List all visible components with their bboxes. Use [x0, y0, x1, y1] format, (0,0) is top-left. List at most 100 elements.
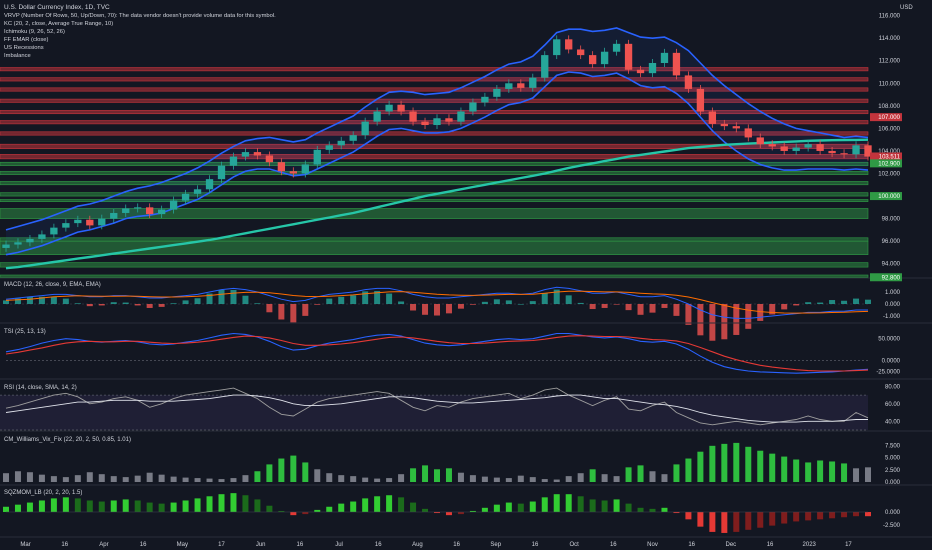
- macd-histogram-bar: [50, 296, 57, 304]
- vix-fix-bar: [457, 472, 464, 482]
- macd-histogram-bar: [505, 300, 512, 304]
- indicator-panels[interactable]: MACD (12, 26, close, 9, EMA, EMA) TSI (25…: [0, 277, 932, 538]
- vix-fix-bar: [86, 472, 93, 482]
- candle-body: [696, 88, 705, 112]
- candle-body: [86, 219, 94, 226]
- squeeze-bar: [302, 512, 309, 515]
- squeeze-bar: [290, 512, 297, 516]
- macd-histogram-bar: [338, 296, 345, 304]
- vix-fix-bar: [781, 456, 788, 482]
- macd-histogram-bar: [434, 304, 440, 316]
- candle-body: [708, 111, 717, 124]
- macd-histogram-bar: [589, 304, 596, 310]
- price-badge: [870, 192, 902, 201]
- macd-histogram-bar: [685, 304, 692, 325]
- vix-fix-bar: [721, 443, 728, 482]
- support-zone: [0, 199, 869, 203]
- vix-fix-bar: [194, 478, 201, 482]
- candle-body: [26, 238, 34, 243]
- squeeze-bar: [14, 504, 21, 512]
- support-zone: [0, 240, 869, 256]
- squeeze-bar: [805, 512, 812, 521]
- squeeze-bar: [793, 512, 800, 522]
- candle-body: [541, 55, 549, 78]
- macd-histogram-bar: [242, 295, 249, 304]
- macd-histogram-bar: [194, 298, 201, 304]
- squeeze-bar: [230, 493, 237, 512]
- price-badge-label: 102.900: [878, 161, 900, 167]
- squeeze-bar: [505, 502, 512, 512]
- squeeze-bar: [350, 501, 357, 512]
- macd-histogram-bar: [757, 304, 764, 321]
- support-zone: [0, 237, 869, 242]
- x-tick-label: Jul: [335, 542, 343, 548]
- x-tick-label: 16: [532, 542, 539, 548]
- macd-histogram-bar: [805, 302, 812, 304]
- indicator-tick-label: 0.000: [885, 480, 901, 486]
- candle-body: [385, 104, 393, 112]
- macd-histogram-bar: [709, 304, 716, 341]
- price-badge: [870, 113, 902, 122]
- squeeze-bar: [565, 494, 572, 512]
- vix-fix-bar: [793, 459, 800, 482]
- vix-fix-bar: [170, 476, 177, 482]
- vix-fix-bar: [74, 475, 81, 482]
- candle-body: [565, 39, 573, 50]
- indicator-tick-label: 7.500: [885, 443, 901, 449]
- macd-histogram-bar: [134, 304, 141, 306]
- candle-body: [469, 102, 477, 112]
- squeeze-bar: [194, 498, 201, 512]
- ema-200-line: [5, 138, 869, 270]
- panel-title: RSI (14, close, SMA, 14, 2): [4, 385, 77, 391]
- rsi-sma-line: [5, 394, 868, 423]
- squeeze-bar: [278, 510, 285, 512]
- candle-body: [2, 244, 10, 248]
- vix-fix-bar: [362, 477, 369, 482]
- squeeze-bar: [314, 509, 321, 512]
- squeeze-bar: [469, 510, 476, 512]
- support-zone: [0, 161, 869, 166]
- axis-labels: 94.00096.00098.000100.000102.000104.0001…: [20, 14, 902, 548]
- resistance-zone: [0, 67, 869, 72]
- macd-line: [5, 286, 868, 319]
- x-tick-label: Nov: [647, 542, 658, 548]
- candle-body: [864, 145, 872, 157]
- price-tick-label: 96.000: [882, 239, 901, 245]
- vix-fix-bar: [14, 471, 21, 482]
- squeeze-bar: [74, 498, 81, 512]
- candle-body: [672, 52, 681, 76]
- vix-fix-bar: [541, 479, 548, 482]
- macd-histogram-bar: [146, 304, 153, 308]
- candle-body: [157, 209, 166, 215]
- vix-fix-bar: [206, 478, 213, 482]
- macd-histogram-bar: [422, 304, 429, 315]
- macd-histogram-bar: [26, 296, 33, 304]
- candle-body: [205, 179, 214, 190]
- candle-body: [624, 43, 633, 70]
- candle-body: [553, 39, 561, 56]
- indicator-label-ichimoku: Ichimoku (9, 26, 52, 26): [4, 29, 65, 35]
- price-panel[interactable]: [0, 27, 872, 278]
- candle-body: [134, 207, 142, 209]
- rsi-line: [5, 387, 869, 426]
- squeeze-bar: [374, 496, 381, 512]
- macd-histogram-bar: [565, 295, 572, 304]
- macd-histogram-bar: [218, 289, 225, 304]
- indicator-label-ffemar: FF EMAR (close): [4, 37, 49, 43]
- squeeze-bar: [613, 499, 620, 512]
- vix-fix-bar: [158, 474, 165, 482]
- squeeze-bar: [122, 499, 129, 512]
- vix-fix-bar: [865, 467, 871, 482]
- macd-histogram-bar: [350, 295, 357, 304]
- squeeze-bar: [625, 503, 632, 512]
- squeeze-bar: [745, 512, 752, 530]
- keltner-upper-line: [5, 27, 869, 231]
- candle-body: [421, 121, 429, 126]
- indicator-tick-label: -2.500: [883, 523, 901, 529]
- price-tick-label: 114.000: [879, 36, 901, 42]
- squeeze-bar: [553, 494, 560, 512]
- squeeze-bar: [661, 507, 668, 512]
- support-zone: [0, 208, 869, 219]
- macd-histogram-bar: [445, 304, 452, 314]
